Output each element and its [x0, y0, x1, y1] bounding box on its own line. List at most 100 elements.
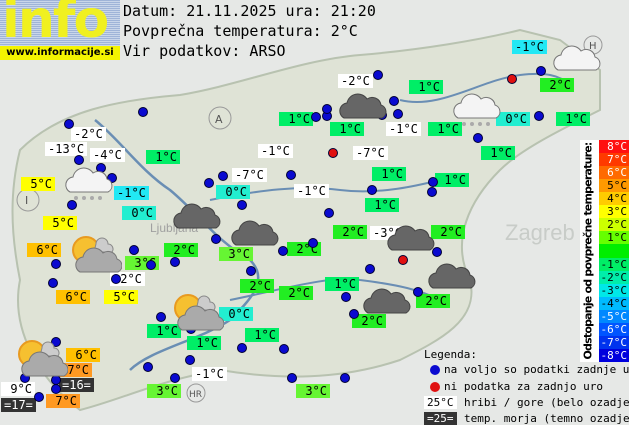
station-temperature[interactable]: 1°C: [147, 324, 181, 338]
station-temperature[interactable]: 0°C: [216, 185, 250, 199]
station-marker-blue[interactable]: [146, 260, 156, 270]
station-marker-blue[interactable]: [287, 373, 297, 383]
station-temperature[interactable]: 1°C: [245, 328, 279, 342]
station-temperature[interactable]: 7°C: [46, 394, 80, 408]
station-temperature[interactable]: 1°C: [372, 167, 406, 181]
station-temperature[interactable]: -7°C: [353, 146, 388, 160]
station-temperature[interactable]: -7°C: [232, 168, 267, 182]
station-marker-blue[interactable]: [341, 292, 351, 302]
station-temperature[interactable]: 0°C: [219, 307, 253, 321]
station-temperature[interactable]: 2°C: [279, 286, 313, 300]
station-temperature[interactable]: 5°C: [21, 177, 55, 191]
station-marker-blue[interactable]: [246, 266, 256, 276]
station-marker-blue[interactable]: [536, 66, 546, 76]
station-marker-blue[interactable]: [432, 247, 442, 257]
station-marker-blue[interactable]: [311, 112, 321, 122]
station-temperature[interactable]: 1°C: [365, 198, 399, 212]
station-marker-blue[interactable]: [51, 337, 61, 347]
station-marker-blue[interactable]: [340, 373, 350, 383]
logo-url[interactable]: www.informacije.si: [0, 46, 120, 60]
station-marker-blue[interactable]: [308, 238, 318, 248]
station-temperature[interactable]: 2°C: [352, 314, 386, 328]
station-marker-blue[interactable]: [204, 178, 214, 188]
station-temperature[interactable]: 2°C: [540, 78, 574, 92]
station-marker-blue[interactable]: [48, 278, 58, 288]
station-temperature[interactable]: 1°C: [187, 336, 221, 350]
station-temperature[interactable]: 0°C: [496, 112, 530, 126]
station-temperature[interactable]: 1°C: [330, 122, 364, 136]
station-temperature[interactable]: -1°C: [512, 40, 547, 54]
station-marker-blue[interactable]: [534, 111, 544, 121]
station-temperature[interactable]: -1°C: [294, 184, 329, 198]
station-temperature[interactable]: 2°C: [333, 225, 367, 239]
station-temperature[interactable]: 6°C: [56, 290, 90, 304]
station-temperature[interactable]: 3°C: [219, 247, 253, 261]
station-marker-blue[interactable]: [143, 362, 153, 372]
station-marker-blue[interactable]: [278, 246, 288, 256]
station-temperature[interactable]: -2°C: [71, 127, 106, 141]
station-temperature[interactable]: 5°C: [43, 216, 77, 230]
station-marker-blue[interactable]: [365, 264, 375, 274]
station-marker-blue[interactable]: [473, 133, 483, 143]
station-temperature[interactable]: 1°C: [481, 146, 515, 160]
station-temperature[interactable]: 1°C: [435, 173, 469, 187]
station-marker-blue[interactable]: [427, 187, 437, 197]
station-temperature[interactable]: 6°C: [27, 243, 61, 257]
station-temperature[interactable]: -4°C: [90, 148, 125, 162]
station-marker-blue[interactable]: [349, 309, 359, 319]
station-temperature[interactable]: =16=: [59, 378, 94, 392]
station-temperature[interactable]: 0°C: [122, 206, 156, 220]
station-marker-red[interactable]: [398, 255, 408, 265]
station-marker-blue[interactable]: [413, 287, 423, 297]
station-marker-blue[interactable]: [428, 177, 438, 187]
station-temperature[interactable]: 1°C: [428, 122, 462, 136]
station-temperature[interactable]: -1°C: [192, 367, 227, 381]
station-temperature[interactable]: 2°C: [431, 225, 465, 239]
station-temperature[interactable]: -2°C: [338, 74, 373, 88]
station-marker-blue[interactable]: [64, 119, 74, 129]
station-temperature[interactable]: 1°C: [146, 150, 180, 164]
station-marker-blue[interactable]: [34, 392, 44, 402]
station-marker-blue[interactable]: [185, 355, 195, 365]
station-temperature[interactable]: -1°C: [258, 144, 293, 158]
station-marker-blue[interactable]: [67, 200, 77, 210]
station-marker-blue[interactable]: [237, 200, 247, 210]
station-temperature[interactable]: 9°C: [1, 382, 35, 396]
station-marker-blue[interactable]: [107, 173, 117, 183]
station-marker-blue[interactable]: [286, 170, 296, 180]
station-temperature[interactable]: 2°C: [240, 279, 274, 293]
station-marker-blue[interactable]: [389, 96, 399, 106]
station-marker-blue[interactable]: [373, 70, 383, 80]
station-marker-blue[interactable]: [51, 384, 61, 394]
station-marker-blue[interactable]: [393, 109, 403, 119]
station-temperature[interactable]: 2°C: [416, 294, 450, 308]
logo[interactable]: info www.informacije.si: [0, 0, 120, 60]
station-temperature[interactable]: -1°C: [386, 122, 421, 136]
station-temperature[interactable]: -13°C: [45, 142, 88, 156]
station-marker-red[interactable]: [507, 74, 517, 84]
station-temperature[interactable]: -1°C: [114, 186, 149, 200]
station-temperature[interactable]: 6°C: [66, 348, 100, 362]
station-marker-blue[interactable]: [324, 208, 334, 218]
station-marker-blue[interactable]: [111, 274, 121, 284]
station-marker-blue[interactable]: [367, 185, 377, 195]
station-temperature[interactable]: 1°C: [279, 112, 313, 126]
station-temperature[interactable]: =17=: [1, 398, 36, 412]
station-marker-blue[interactable]: [156, 312, 166, 322]
station-marker-blue[interactable]: [51, 259, 61, 269]
station-temperature[interactable]: 1°C: [325, 277, 359, 291]
station-marker-blue[interactable]: [170, 373, 180, 383]
station-temperature[interactable]: 3°C: [296, 384, 330, 398]
station-marker-blue[interactable]: [322, 104, 332, 114]
station-marker-blue[interactable]: [211, 234, 221, 244]
station-temperature[interactable]: 1°C: [556, 112, 590, 126]
station-marker-blue[interactable]: [74, 155, 84, 165]
station-temperature[interactable]: 1°C: [409, 80, 443, 94]
station-temperature[interactable]: 3°C: [147, 384, 181, 398]
station-marker-blue[interactable]: [170, 257, 180, 267]
station-marker-blue[interactable]: [138, 107, 148, 117]
station-temperature[interactable]: 5°C: [104, 290, 138, 304]
station-marker-blue[interactable]: [129, 245, 139, 255]
station-marker-blue[interactable]: [237, 343, 247, 353]
station-marker-red[interactable]: [328, 148, 338, 158]
